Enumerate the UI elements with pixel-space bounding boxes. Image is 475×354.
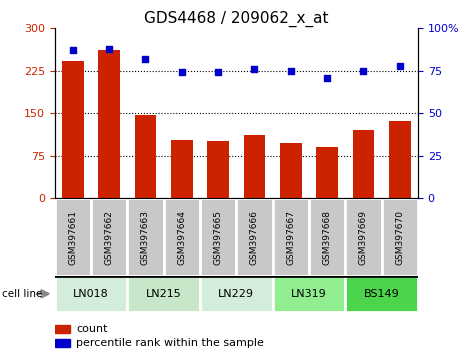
Bar: [207, 141, 229, 198]
Text: GSM397662: GSM397662: [104, 210, 114, 265]
Title: GDS4468 / 209062_x_at: GDS4468 / 209062_x_at: [144, 11, 329, 27]
Point: [287, 68, 294, 74]
Bar: [280, 143, 302, 198]
Point: [142, 56, 149, 62]
Text: cell line: cell line: [2, 289, 43, 299]
Point: [105, 46, 113, 52]
Text: GSM397667: GSM397667: [286, 210, 295, 265]
FancyBboxPatch shape: [55, 198, 91, 276]
Text: GSM397661: GSM397661: [68, 210, 77, 265]
FancyBboxPatch shape: [163, 198, 200, 276]
FancyBboxPatch shape: [273, 276, 345, 312]
Text: GSM397670: GSM397670: [395, 210, 404, 265]
Text: LN215: LN215: [146, 289, 181, 299]
FancyBboxPatch shape: [381, 198, 418, 276]
Text: GSM397664: GSM397664: [177, 210, 186, 265]
Text: GSM397669: GSM397669: [359, 210, 368, 265]
Bar: [352, 130, 374, 198]
FancyBboxPatch shape: [273, 198, 309, 276]
Text: GSM397666: GSM397666: [250, 210, 259, 265]
FancyBboxPatch shape: [237, 198, 273, 276]
FancyBboxPatch shape: [127, 198, 163, 276]
FancyBboxPatch shape: [91, 198, 127, 276]
Text: GSM397668: GSM397668: [323, 210, 332, 265]
Bar: [171, 140, 193, 198]
Point: [396, 63, 404, 69]
Text: count: count: [76, 324, 108, 334]
FancyBboxPatch shape: [200, 198, 237, 276]
FancyBboxPatch shape: [200, 276, 273, 312]
Text: LN229: LN229: [218, 289, 254, 299]
Bar: [55, 339, 70, 347]
FancyBboxPatch shape: [345, 276, 418, 312]
Point: [214, 70, 222, 75]
FancyBboxPatch shape: [127, 276, 200, 312]
FancyBboxPatch shape: [345, 198, 381, 276]
Point: [178, 70, 186, 75]
Point: [360, 68, 367, 74]
FancyBboxPatch shape: [55, 276, 127, 312]
Bar: [62, 61, 84, 198]
Text: LN319: LN319: [291, 289, 327, 299]
Text: GSM397665: GSM397665: [214, 210, 223, 265]
Bar: [244, 135, 266, 198]
Bar: [98, 50, 120, 198]
Text: percentile rank within the sample: percentile rank within the sample: [76, 338, 264, 348]
Point: [69, 47, 76, 53]
Bar: [316, 147, 338, 198]
Point: [251, 66, 258, 72]
Bar: [389, 121, 411, 198]
Text: LN018: LN018: [73, 289, 109, 299]
FancyBboxPatch shape: [309, 198, 345, 276]
Point: [323, 75, 331, 80]
Bar: [134, 115, 156, 198]
Text: GSM397663: GSM397663: [141, 210, 150, 265]
Bar: [55, 325, 70, 333]
Text: BS149: BS149: [364, 289, 399, 299]
